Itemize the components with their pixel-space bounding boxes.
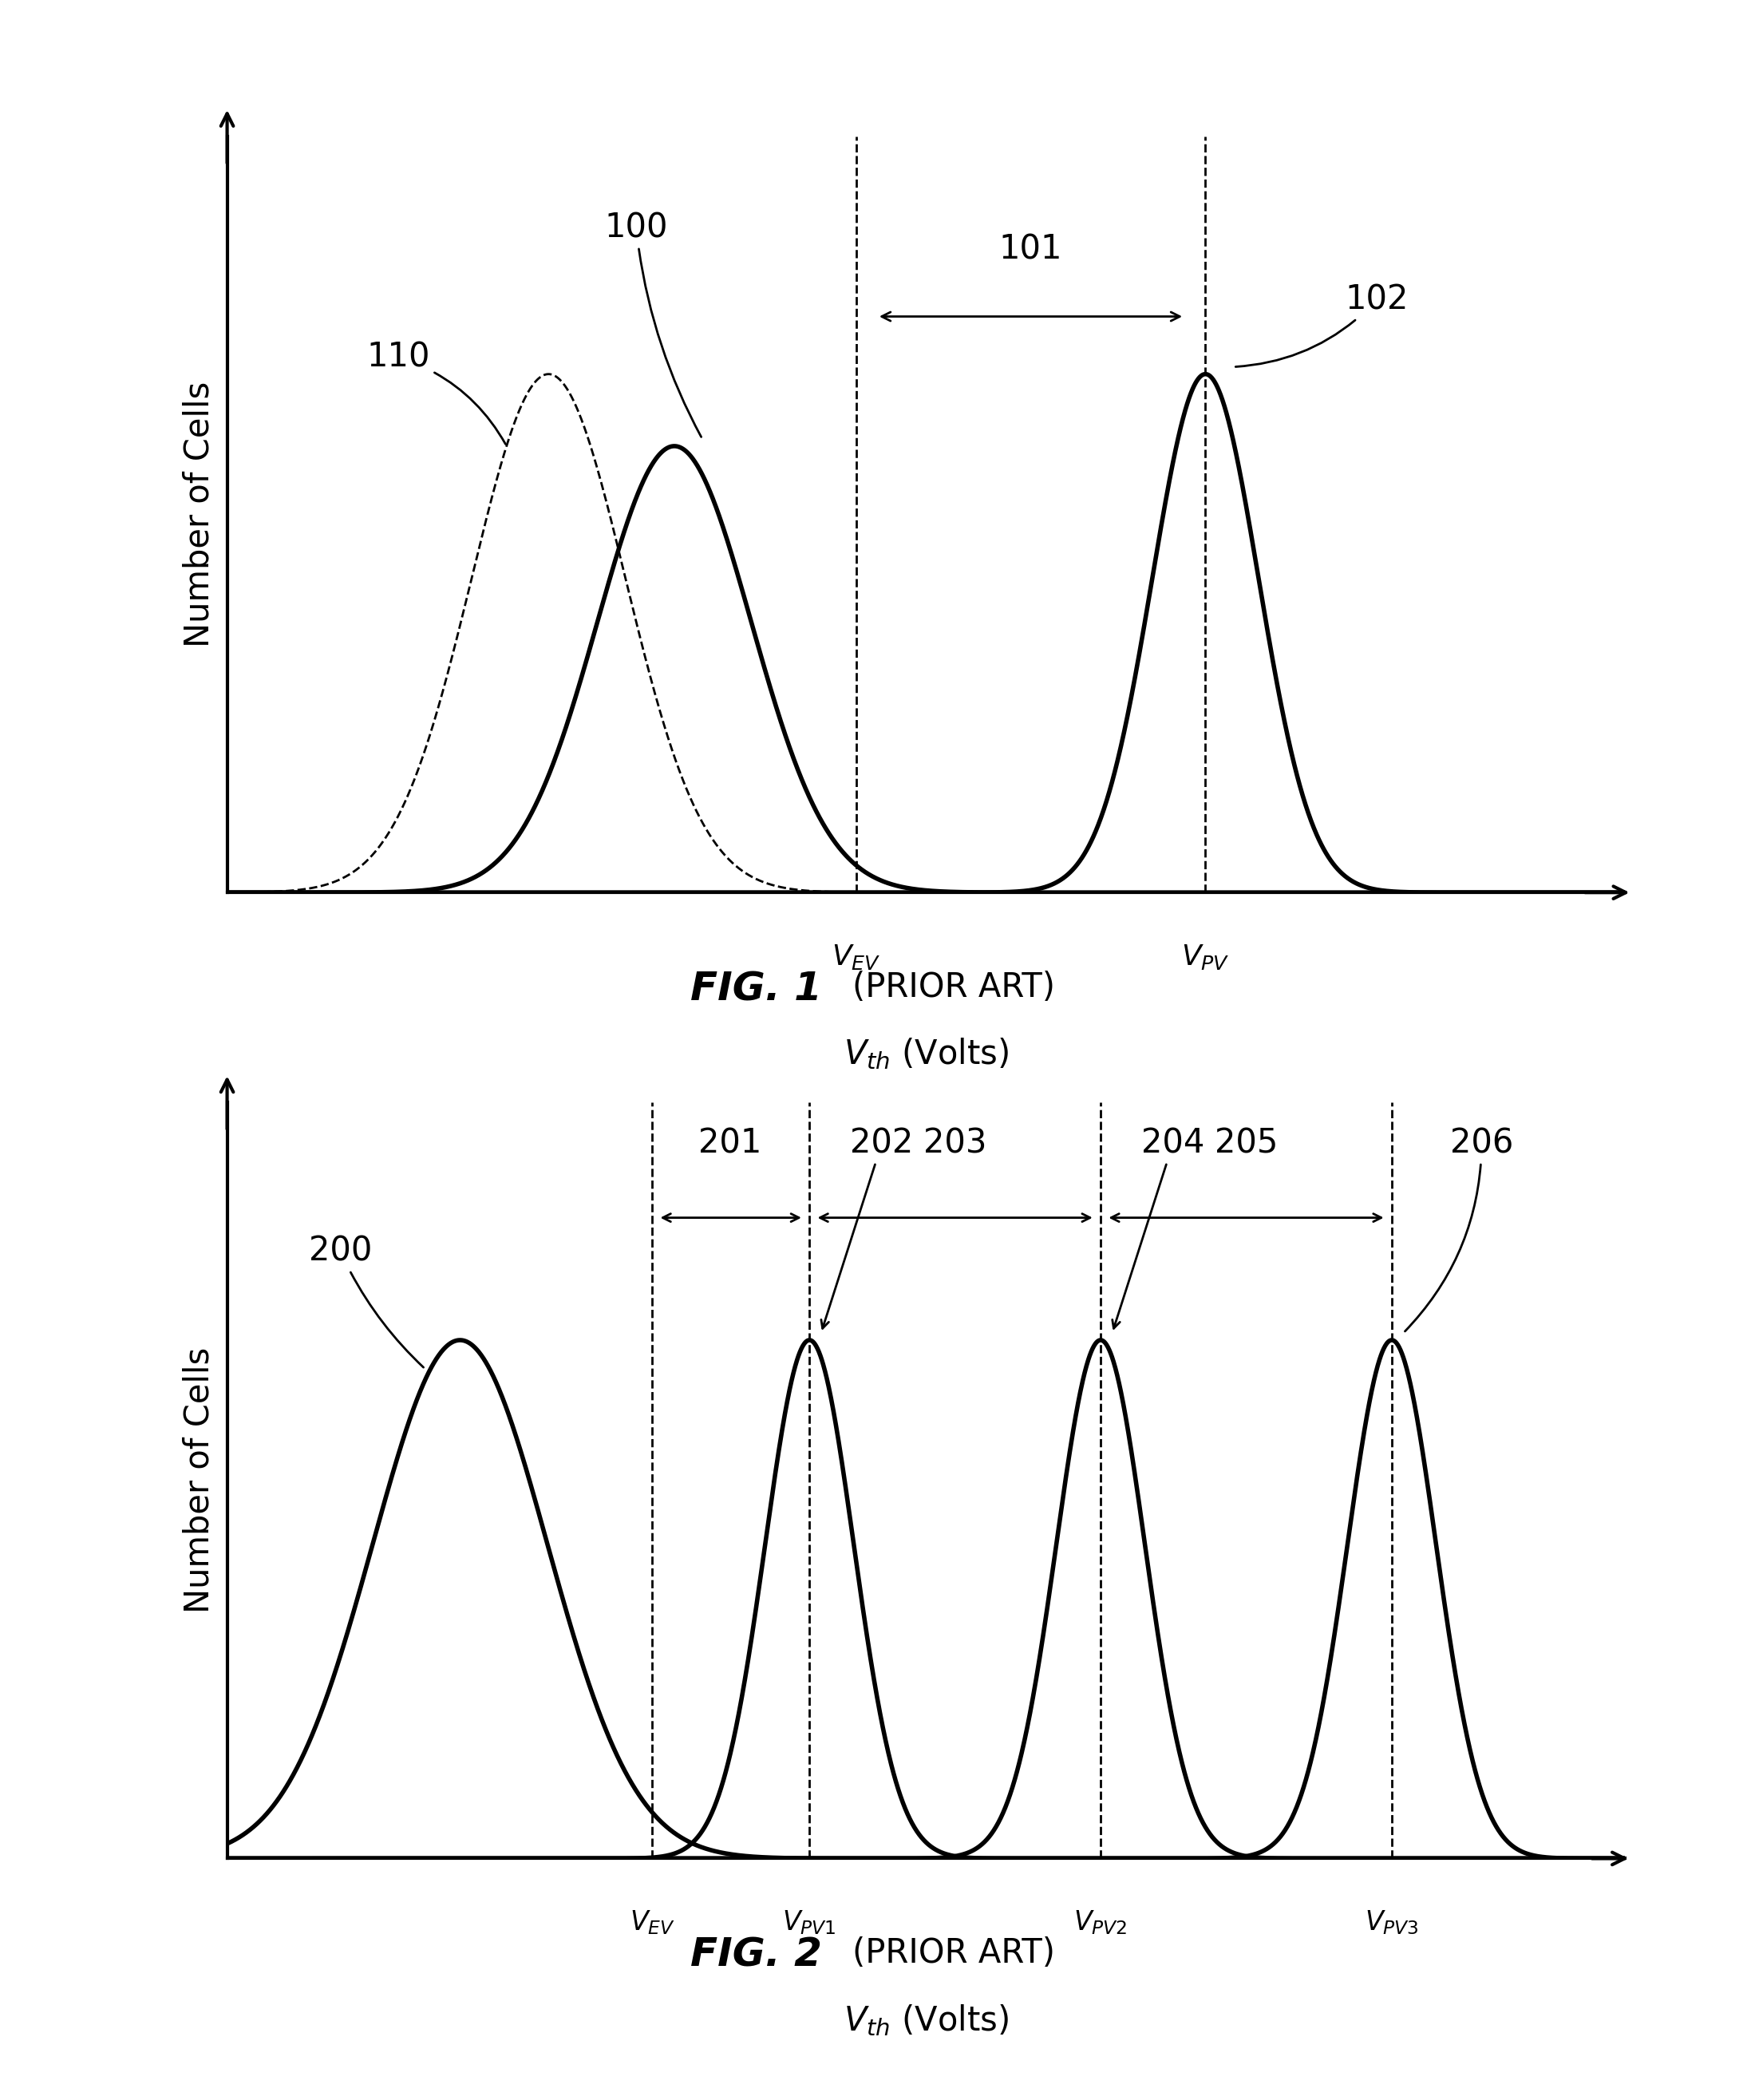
Text: 200: 200 [309,1235,423,1367]
Text: FIG. 1: FIG. 1 [690,970,835,1008]
Text: $V_{th}$ (Volts): $V_{th}$ (Volts) [844,1037,1008,1071]
Text: 101: 101 [999,233,1062,267]
Text: FIG. 2: FIG. 2 [690,1936,835,1974]
Text: $V_{th}$ (Volts): $V_{th}$ (Volts) [844,2003,1008,2037]
Text: 205: 205 [1214,1126,1277,1159]
Y-axis label: Number of Cells: Number of Cells [182,382,217,647]
Text: 201: 201 [699,1126,762,1159]
Text: 204: 204 [1113,1126,1205,1329]
Text: $V_{PV3}$: $V_{PV3}$ [1364,1909,1419,1936]
Text: $V_{EV}$: $V_{EV}$ [832,943,880,972]
Text: (PRIOR ART): (PRIOR ART) [853,1936,1055,1970]
Text: 206: 206 [1405,1126,1513,1331]
Text: $V_{EV}$: $V_{EV}$ [629,1909,674,1936]
Text: 102: 102 [1235,284,1408,367]
Text: 100: 100 [604,210,701,437]
Text: (PRIOR ART): (PRIOR ART) [853,970,1055,1004]
Text: $V_{PV1}$: $V_{PV1}$ [783,1909,837,1936]
Text: $V_{PV2}$: $V_{PV2}$ [1074,1909,1127,1936]
Text: 110: 110 [367,340,505,445]
Y-axis label: Number of Cells: Number of Cells [182,1348,217,1613]
Text: $V_{PV}$: $V_{PV}$ [1181,943,1230,972]
Text: 203: 203 [924,1126,987,1159]
Text: 202: 202 [821,1126,914,1329]
